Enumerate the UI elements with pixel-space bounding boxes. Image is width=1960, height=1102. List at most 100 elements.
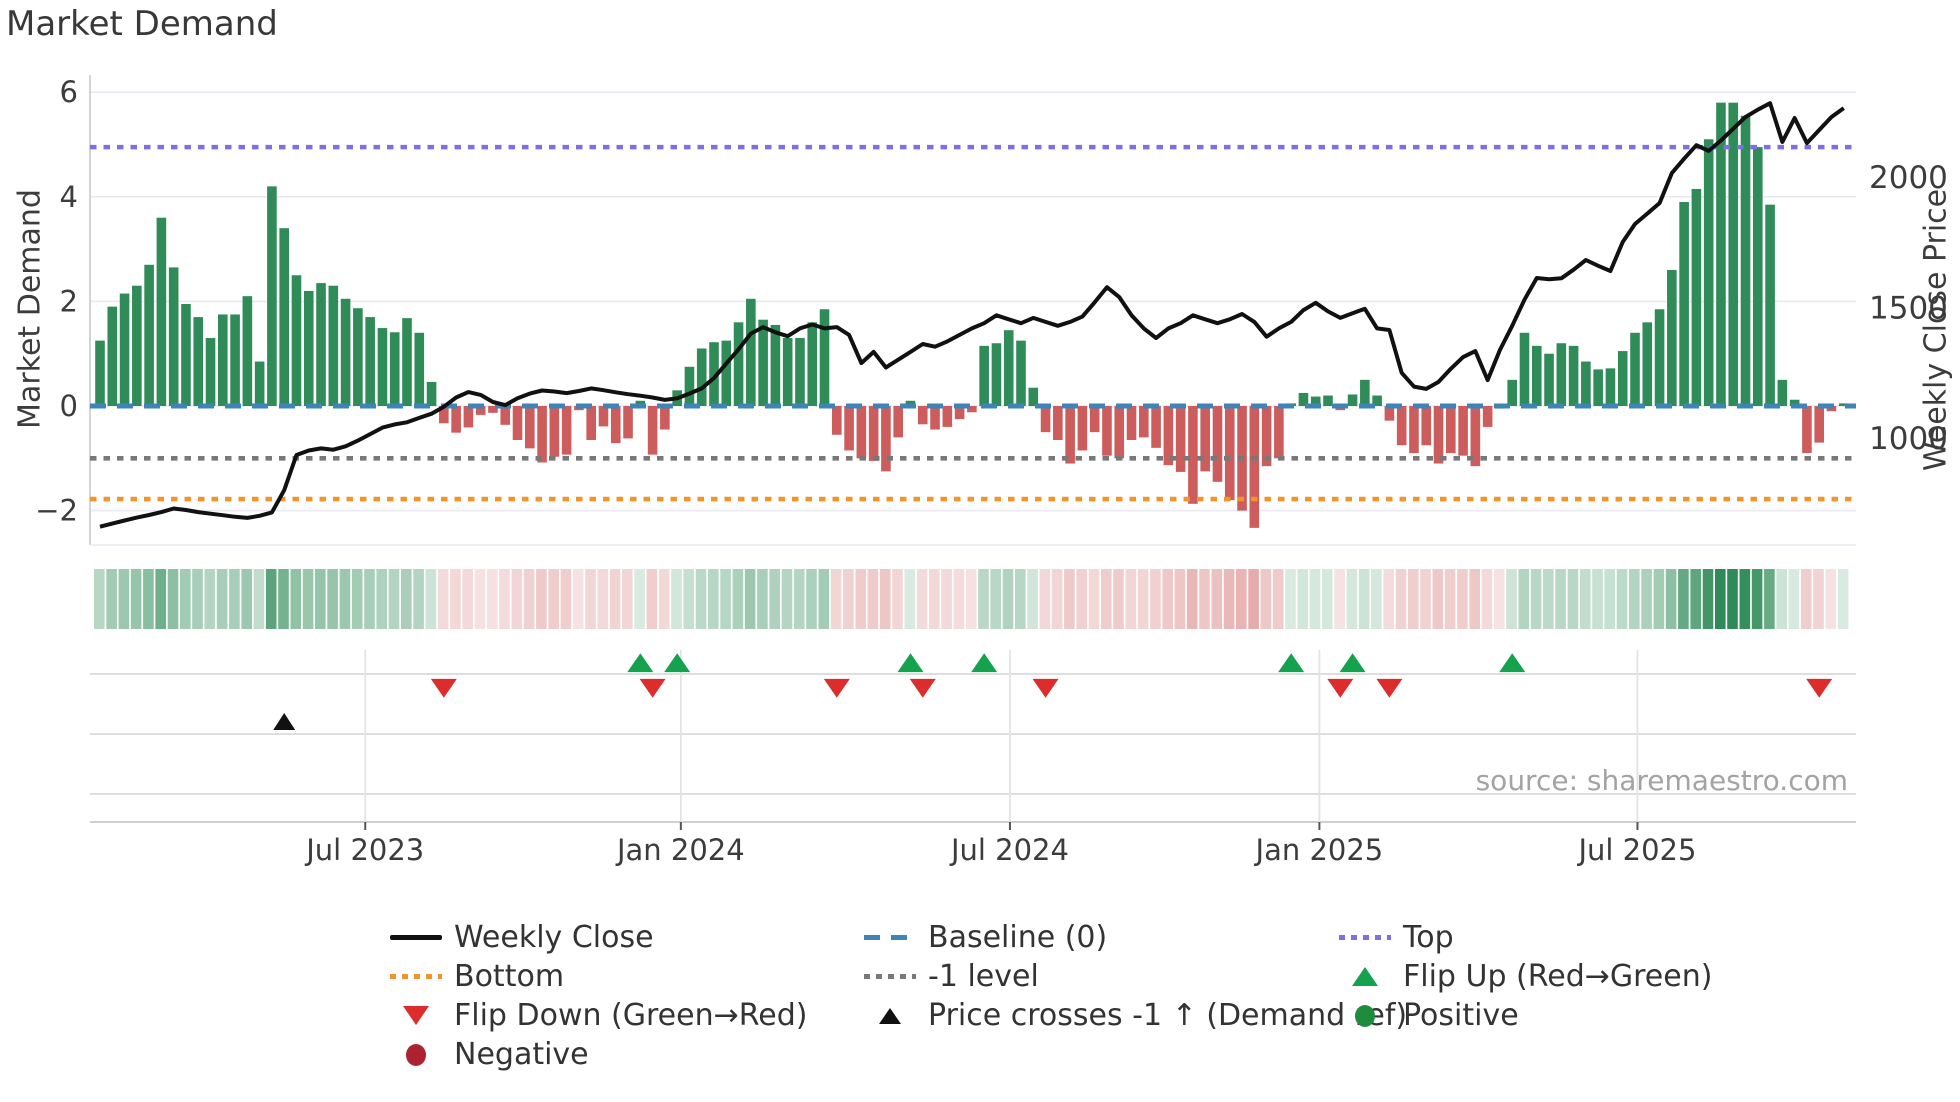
bar-negative [475,406,486,415]
heatmap-cell [1272,569,1284,629]
heatmap-cell [818,569,830,629]
x-axis-tick-label: Jan 2024 [615,833,745,867]
heatmap-cell [1039,569,1051,629]
bar-positive [746,298,756,406]
bar-positive [1360,379,1370,406]
heatmap-cell [806,569,817,629]
heatmap-cell [1764,569,1775,629]
bar-positive [795,338,805,406]
bar-positive [377,328,388,406]
bar-negative [512,406,523,440]
top-swatch-icon [1337,935,1393,940]
heatmap-cell [830,569,842,629]
heatmap-cell [720,569,731,629]
bar-positive [1310,396,1321,406]
heatmap-cell [474,569,486,629]
heatmap-cell [1690,569,1701,629]
flip-up-marker [1499,653,1526,673]
bar-positive [242,296,253,406]
heatmap-cell [1444,569,1456,629]
bar-positive [770,324,781,406]
flip-up-marker [627,653,654,673]
bar-negative [1826,406,1837,412]
left-axis-tick-label: 2 [60,284,78,318]
heatmap-cell [1616,569,1628,629]
flip-up-marker [971,653,998,673]
bar-positive [402,318,412,406]
page-title: Market Demand [6,4,278,44]
bar-positive [144,264,154,406]
flip-down-marker [1376,678,1403,698]
heatmap-cell [671,569,682,629]
heatmap-cell [192,569,203,629]
bar-positive [1642,322,1653,406]
price-line-path [99,101,1845,529]
bar-negative [488,406,498,413]
bar-positive [635,400,646,406]
heatmap-cell [892,569,903,629]
legend-column-3: Top Flip Up (Red→Green) Positive [1337,918,1712,1074]
bar-positive [1003,330,1014,406]
heatmap-cell [315,569,326,629]
bar-negative [549,406,560,457]
heatmap-cell [339,569,351,629]
legend-item: Weekly Close [388,918,862,957]
bar-positive [316,283,326,406]
heatmap-cell [929,569,940,629]
bar-positive [389,332,400,406]
bar-negative [967,406,977,413]
heatmap-cell [1776,569,1787,629]
bar-positive [991,343,1002,406]
heatmap-cell [1285,569,1296,629]
heatmap-cell [1543,569,1554,629]
bar-negative [1446,406,1456,454]
bar-negative [451,406,461,433]
heatmap-cell [1383,569,1394,629]
bar-negative [1802,406,1812,454]
bar-negative [463,406,474,428]
bar-negative [881,406,891,472]
heatmap-cell [916,569,928,629]
bar-positive [733,322,744,406]
heatmap-cell [523,569,535,629]
bar-positive [168,267,179,406]
price-cross-marker [273,713,296,730]
legend-item: -1 level [862,957,1337,996]
legend-item-label: Baseline (0) [928,920,1108,955]
bar-negative [1114,406,1125,459]
bar-positive [230,314,240,406]
bar-negative [598,406,609,427]
heatmap-cell [155,569,166,629]
heatmap-cell [1567,569,1579,629]
heatmap-cell [867,569,879,629]
heatmap-cell [1064,569,1075,629]
legend-item: Bottom [388,957,862,996]
bar-positive [1544,353,1554,406]
demand-heatmap [94,569,1849,629]
bar-positive [1372,395,1382,406]
bar-negative [1482,406,1493,427]
bar-negative [1384,406,1395,421]
legend-item-label: Top [1403,920,1454,955]
legend-item: Price crosses -1 ↑ (Demand ref) [862,996,1407,1035]
flip-down-marker [1032,678,1059,698]
heatmap-cell [253,569,265,629]
x-axis-tick-label: Jul 2023 [304,833,424,867]
heatmap-cell [462,569,473,629]
bar-negative [1188,406,1198,504]
bar-negative [1065,406,1075,464]
heatmap-cell [1837,569,1849,629]
heatmap-cell [425,569,437,629]
right-axis-tick-label: 2000 [1869,160,1948,196]
heatmap-cell [1555,569,1566,629]
bar-negative [1212,406,1223,482]
heatmap-cell [1236,569,1247,629]
bar-positive [782,338,793,406]
bar-positive [95,340,105,406]
heatmap-cell [290,569,302,629]
bar-positive [1716,102,1726,406]
axes-and-ticks: 6 4 2 0 −2 2000 1500 1000 Jul 2023 Jan 2024 Jul 20… [35,75,1948,867]
heatmap-cell [1530,569,1542,629]
heatmap-cell [744,569,756,629]
